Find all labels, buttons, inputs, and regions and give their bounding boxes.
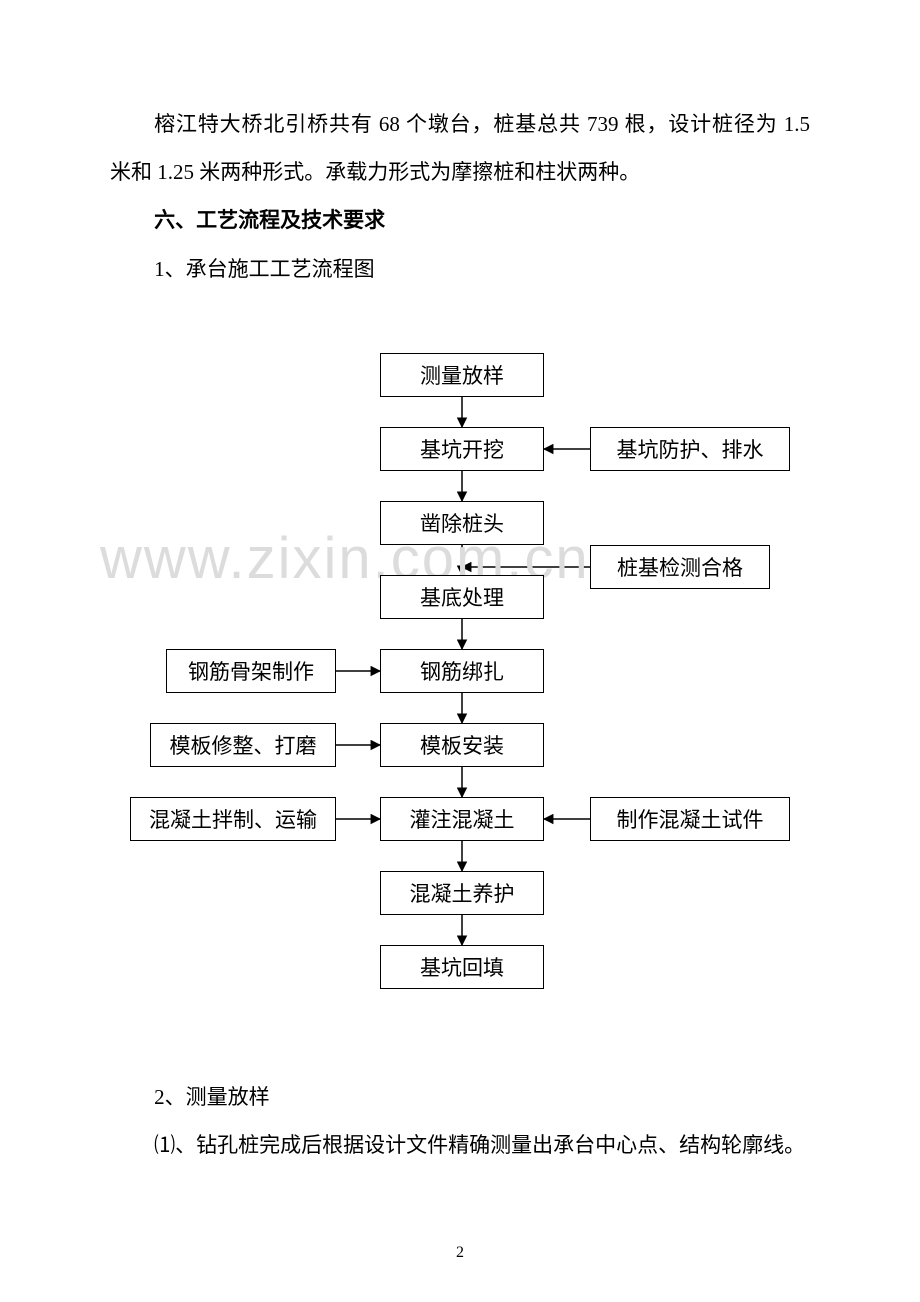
flow-node-n6: 灌注混凝土 [380, 797, 544, 841]
flow-node-n5l: 模板修整、打磨 [150, 723, 336, 767]
flow-node-n6l: 混凝土拌制、运输 [130, 797, 336, 841]
flow-node-n1r: 基坑防护、排水 [590, 427, 790, 471]
flow-node-n8: 基坑回填 [380, 945, 544, 989]
flow-node-n4l: 钢筋骨架制作 [166, 649, 336, 693]
flow-node-n1: 基坑开挖 [380, 427, 544, 471]
flow-node-n4: 钢筋绑扎 [380, 649, 544, 693]
flow-node-n2: 凿除桩头 [380, 501, 544, 545]
paragraph-intro: 榕江特大桥北引桥共有 68 个墩台，桩基总共 739 根，设计桩径为 1.5 米… [110, 100, 810, 197]
page: 榕江特大桥北引桥共有 68 个墩台，桩基总共 739 根，设计桩径为 1.5 米… [0, 0, 920, 1302]
flow-node-n3: 基底处理 [380, 575, 544, 619]
page-number: 2 [0, 1244, 920, 1262]
flow-node-n6r: 制作混凝土试件 [590, 797, 790, 841]
flow-node-n0: 测量放样 [380, 353, 544, 397]
paragraph-item: ⑴、钻孔桩完成后根据设计文件精确测量出承台中心点、结构轮廓线。 [110, 1121, 810, 1169]
flowchart: www.zixin.com.cn 测量放样基坑开挖基坑防护、排水凿除桩头基底处理… [110, 353, 810, 1073]
paragraph-subtitle: 2、测量放样 [110, 1073, 810, 1121]
flow-node-n7: 混凝土养护 [380, 871, 544, 915]
paragraph-flow-title: 1、承台施工工艺流程图 [110, 245, 810, 293]
flow-node-n5: 模板安装 [380, 723, 544, 767]
flow-node-n3r: 桩基检测合格 [590, 545, 770, 589]
section-heading: 六、工艺流程及技术要求 [110, 197, 810, 245]
